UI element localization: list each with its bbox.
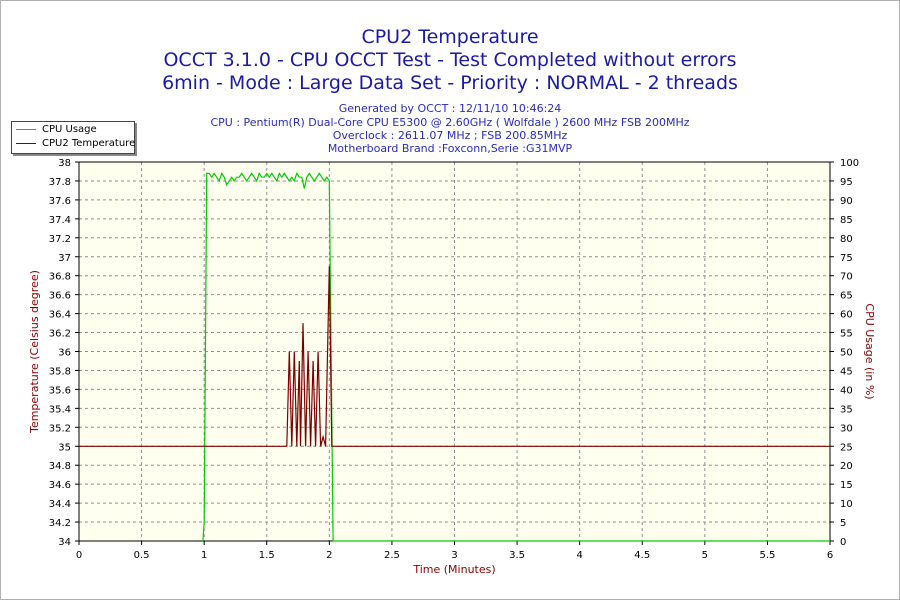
y-right-tick-label: 50 (840, 348, 853, 359)
y-right-tick-label: 25 (840, 442, 853, 453)
legend-label-cpu-usage: CPU Usage (42, 124, 97, 135)
y-left-tick-label: 35.2 (49, 423, 71, 434)
y-left-tick-label: 36.8 (49, 272, 71, 283)
y-right-tick-label: 100 (840, 158, 859, 169)
info-cpu: CPU : Pentium(R) Dual-Core CPU E5300 @ 2… (210, 116, 690, 129)
y-left-tick-label: 35 (58, 442, 71, 453)
y-left-tick-label: 36.2 (49, 329, 71, 340)
x-tick-label: 2.5 (384, 550, 400, 561)
y-left-tick-label: 34.6 (49, 480, 71, 491)
y-left-tick-label: 37.2 (49, 234, 71, 245)
x-tick-label: 5 (702, 550, 708, 561)
x-tick-label: 5.5 (759, 550, 775, 561)
series-line-cpu2-temperature (79, 266, 830, 447)
legend-swatch-cpu-usage (16, 128, 36, 130)
x-tick-label: 3 (451, 550, 457, 561)
y-left-tick-label: 34 (58, 537, 71, 548)
x-tick-label: 0 (76, 550, 82, 561)
x-axis-title: Time (Minutes) (412, 563, 495, 576)
y-left-tick-label: 38 (58, 158, 71, 169)
series-line-cpu-usage (202, 172, 830, 542)
chart-title: CPU2 Temperature (361, 26, 539, 48)
y-right-axis-title: CPU Usage (in %) (863, 303, 876, 399)
legend-swatch-cpu2-temperature (16, 142, 36, 144)
y-left-axis-title: Temperature (Celsius degree) (28, 270, 41, 434)
x-tick-label: 4.5 (634, 550, 650, 561)
chart-subtitle-mode: 6min - Mode : Large Data Set - Priority … (162, 72, 738, 94)
y-right-tick-label: 75 (840, 253, 853, 264)
legend-entry-cpu2-temperature: CPU2 Temperature (16, 138, 135, 151)
y-right-tick-label: 30 (840, 423, 853, 434)
x-tick-label: 1 (201, 550, 207, 561)
y-left-tick-label: 35.4 (49, 404, 71, 415)
y-left-tick-label: 36.6 (49, 291, 71, 302)
y-right-tick-label: 10 (840, 499, 853, 510)
y-left-tick-label: 34.8 (49, 461, 71, 472)
y-left-tick-label: 35.6 (49, 385, 71, 396)
y-left-tick-label: 35.8 (49, 366, 71, 377)
y-right-tick-label: 95 (840, 177, 853, 188)
x-tick-label: 3.5 (509, 550, 525, 561)
y-right-tick-label: 0 (840, 537, 846, 548)
y-right-tick-label: 90 (840, 196, 853, 207)
y-right-tick-label: 85 (840, 215, 853, 226)
x-tick-label: 1.5 (259, 550, 275, 561)
info-overclock: Overclock : 2611.07 MHz ; FSB 200.85MHz (332, 129, 568, 142)
y-right-tick-label: 65 (840, 291, 853, 302)
y-left-tick-label: 34.2 (49, 518, 71, 529)
y-right-tick-label: 60 (840, 310, 853, 321)
y-left-tick-label: 37.6 (49, 196, 71, 207)
y-right-tick-label: 5 (840, 518, 846, 529)
y-left-tick-label: 36 (58, 348, 71, 359)
y-left-tick-label: 37.8 (49, 177, 71, 188)
y-right-tick-label: 20 (840, 461, 853, 472)
y-right-tick-label: 80 (840, 234, 853, 245)
y-right-tick-label: 55 (840, 329, 853, 340)
x-tick-label: 4 (576, 550, 582, 561)
x-tick-label: 6 (827, 550, 833, 561)
info-motherboard: Motherboard Brand :Foxconn,Serie :G31MVP (327, 142, 573, 155)
y-left-tick-label: 34.4 (49, 499, 71, 510)
y-left-tick-label: 37.4 (49, 215, 71, 226)
chart-legend: CPU Usage CPU2 Temperature (11, 121, 135, 154)
legend-label-cpu2-temperature: CPU2 Temperature (42, 138, 136, 149)
y-right-tick-label: 35 (840, 404, 853, 415)
chart-subtitle-test: OCCT 3.1.0 - CPU OCCT Test - Test Comple… (163, 49, 737, 71)
legend-entry-cpu-usage: CPU Usage (16, 124, 97, 137)
x-tick-label: 2 (326, 550, 332, 561)
y-left-tick-label: 36.4 (49, 310, 71, 321)
x-tick-label: 0.5 (134, 550, 150, 561)
y-right-tick-label: 15 (840, 480, 853, 491)
info-generated: Generated by OCCT : 12/11/10 10:46:24 (338, 102, 562, 115)
y-right-tick-label: 70 (840, 272, 853, 283)
y-right-tick-label: 40 (840, 385, 853, 396)
y-right-tick-label: 45 (840, 366, 853, 377)
y-left-tick-label: 37 (58, 253, 71, 264)
